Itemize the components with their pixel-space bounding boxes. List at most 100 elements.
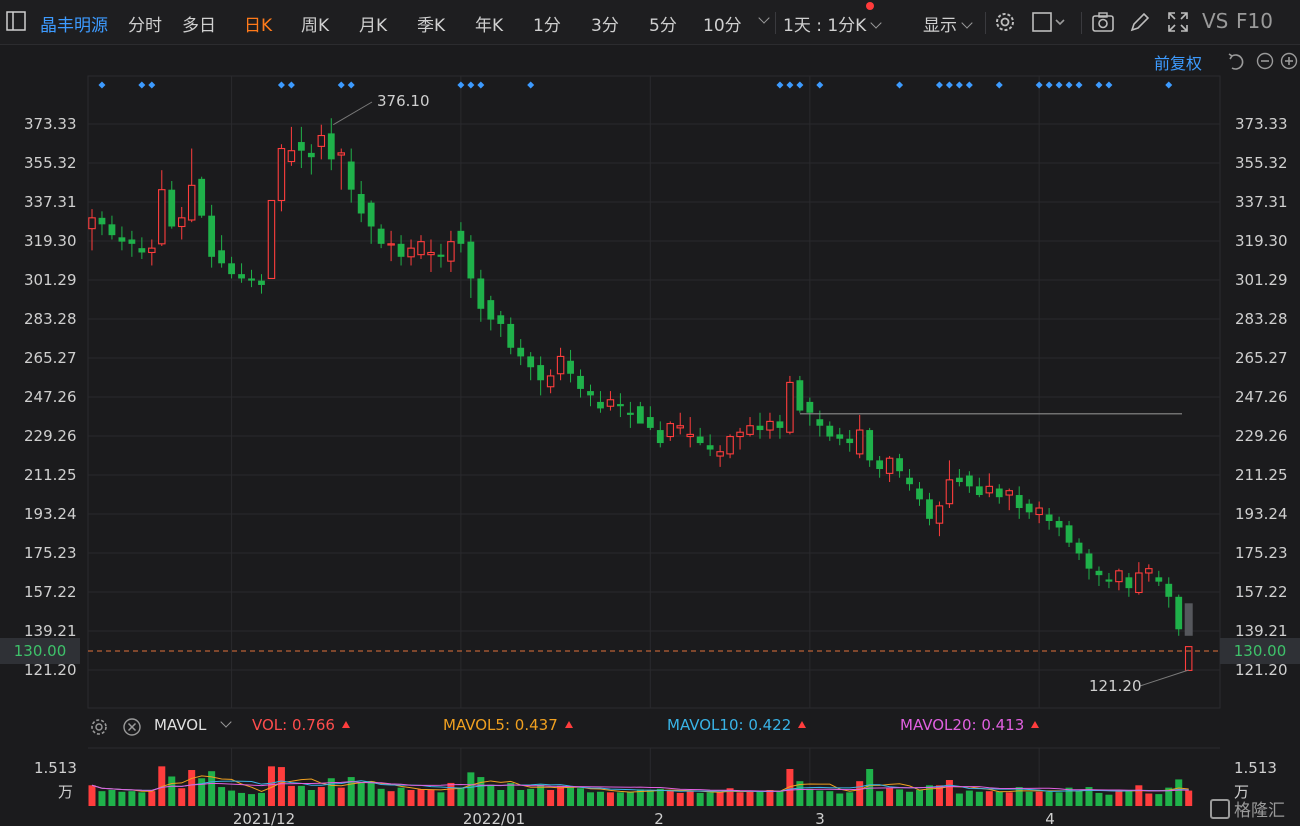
marker-diamond <box>1075 81 1083 89</box>
volume-bar <box>1085 787 1093 806</box>
candle-body <box>1115 570 1123 583</box>
candle-body <box>307 152 315 158</box>
y-tick-label: 121.20 <box>24 661 77 679</box>
x-tick-label: 2021/12 <box>233 810 295 826</box>
interval-select[interactable]: 1天 : 1分K <box>783 11 882 36</box>
y-tick-label: 373.33 <box>1235 115 1288 133</box>
close-icon[interactable] <box>122 717 142 737</box>
candle <box>1125 572 1133 597</box>
y-tick-label: 193.24 <box>1235 505 1288 523</box>
mavol20-readout: MAVOL20: 0.413 <box>900 716 1040 734</box>
pencil-icon[interactable] <box>1128 10 1152 34</box>
candle <box>1105 572 1113 589</box>
tab-quarterly-k[interactable]: 季K <box>417 16 446 36</box>
candle-body <box>985 485 994 494</box>
vs-button[interactable]: VS <box>1202 9 1229 33</box>
candle-body <box>407 247 415 258</box>
marker-diamond <box>477 81 485 89</box>
candle-body <box>1075 542 1083 554</box>
candle-body <box>417 241 425 256</box>
candle <box>417 235 425 259</box>
volume-bar <box>507 782 515 806</box>
tab-monthly-k[interactable]: 月K <box>359 16 388 36</box>
candle <box>656 421 664 448</box>
tab-5min[interactable]: 5分 <box>649 16 677 36</box>
tab-daily-k[interactable]: 日K <box>244 16 273 36</box>
tab-intraday[interactable]: 分时 <box>128 16 162 36</box>
top-toolbar: 晶丰明源 分时 多日 日K 周K 月K 季K 年K 1分 3分 5分 10分 1… <box>0 0 1300 45</box>
candle <box>168 181 176 229</box>
volume-axis-label: 1.513 <box>1234 759 1277 777</box>
volume-bar <box>995 791 1003 806</box>
volume-bar <box>1145 793 1153 806</box>
candle <box>248 269 255 288</box>
candle <box>636 401 644 424</box>
candle-body <box>148 247 156 254</box>
marker-diamond <box>896 81 904 89</box>
candle-body <box>1095 570 1103 576</box>
marker-diamond <box>955 81 963 89</box>
candle-body <box>297 142 305 151</box>
volume-bar <box>377 788 385 806</box>
candle-body <box>666 423 675 438</box>
undo-icon[interactable] <box>1227 52 1245 70</box>
candle-body <box>587 391 594 396</box>
volume-bar <box>407 789 415 806</box>
zoom-in-icon[interactable] <box>1280 52 1298 70</box>
candle <box>277 144 286 212</box>
volume-bar <box>88 785 96 806</box>
candle <box>537 356 545 396</box>
candle <box>546 369 555 394</box>
tab-multi-day[interactable]: 多日 <box>182 16 216 36</box>
candle-body <box>187 184 196 221</box>
zoom-out-icon[interactable] <box>1256 52 1274 70</box>
marker-diamond <box>945 81 953 89</box>
candlestick-chart[interactable]: 373.33 355.32 337.31 319.30 301.29 283.28 265.… <box>0 44 1300 826</box>
volume-settings-icon[interactable] <box>89 717 109 737</box>
candle <box>666 421 675 441</box>
candle <box>517 339 525 366</box>
fullscreen-icon[interactable] <box>1166 10 1190 34</box>
volume-bar <box>626 791 634 806</box>
candle-body <box>926 499 933 519</box>
sidebar-toggle-icon[interactable] <box>6 11 30 35</box>
stock-name[interactable]: 晶丰明源 <box>40 16 108 36</box>
y-tick-label: 301.29 <box>1235 271 1288 289</box>
candle-body <box>846 438 854 444</box>
tab-yearly-k[interactable]: 年K <box>475 16 504 36</box>
f10-button[interactable]: F10 <box>1236 9 1273 33</box>
marker-diamond <box>277 81 285 89</box>
candle <box>726 434 734 459</box>
candle-body <box>866 430 874 461</box>
candle <box>1005 488 1013 511</box>
mavol10-label: MAVOL10: <box>667 716 744 734</box>
indicator-select[interactable]: MAVOL <box>154 716 233 734</box>
candle-body <box>617 404 624 407</box>
settings-icon[interactable] <box>993 10 1017 34</box>
volume-bar <box>218 787 226 806</box>
volume-bar <box>497 789 505 806</box>
checkbox-icon[interactable] <box>1031 10 1065 34</box>
adjust-mode-button[interactable]: 前复权 <box>1154 54 1203 73</box>
tab-weekly-k[interactable]: 周K <box>301 16 330 36</box>
more-tabs-chevron-icon[interactable] <box>754 11 770 31</box>
candle-body <box>945 479 954 505</box>
candle <box>447 230 455 272</box>
candle-body <box>855 429 864 455</box>
volume-bar <box>935 785 943 806</box>
up-arrow-icon <box>341 721 350 728</box>
volume-bar <box>297 785 305 806</box>
candle <box>1184 646 1193 671</box>
volume-bar <box>118 791 126 806</box>
display-menu[interactable]: 显示 <box>923 11 973 36</box>
candle-body <box>1035 507 1043 516</box>
tab-3min[interactable]: 3分 <box>591 16 619 36</box>
candle-body <box>567 360 574 374</box>
camera-icon[interactable] <box>1091 10 1115 34</box>
y-tick-label: 211.25 <box>24 466 77 484</box>
candle <box>836 427 844 446</box>
tab-1min[interactable]: 1分 <box>533 16 561 36</box>
candle <box>327 118 335 171</box>
tab-10min[interactable]: 10分 <box>703 16 742 36</box>
candle <box>587 384 594 407</box>
